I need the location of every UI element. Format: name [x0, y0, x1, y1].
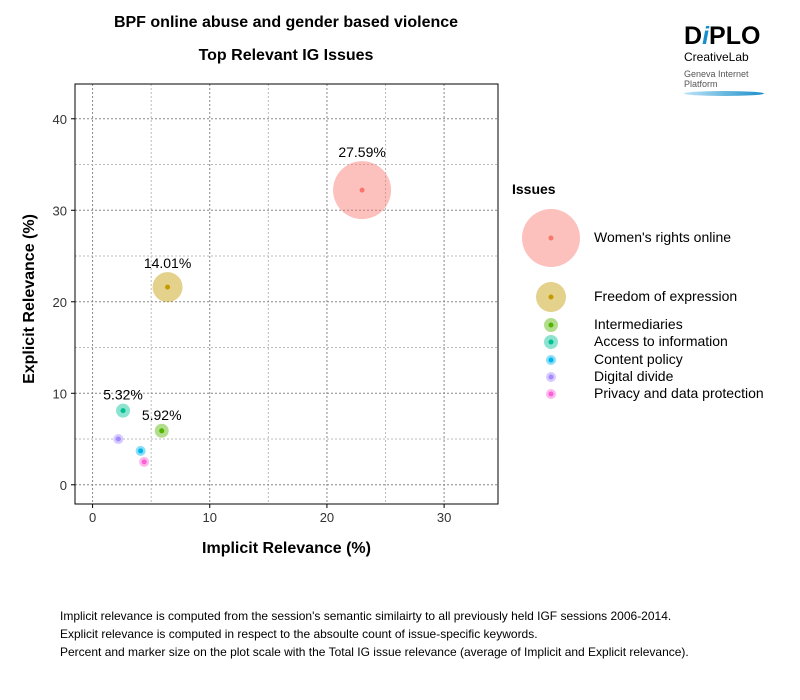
legend-key-center-1 [548, 294, 554, 300]
bubble-center-3 [120, 408, 126, 414]
legend-item: Freedom of expression [594, 288, 738, 304]
logo-brand: DiPLO [684, 22, 761, 50]
diplo-logo: DiPLO CreativeLab Geneva Internet Platfo… [684, 24, 768, 96]
legend-key-center-0 [548, 235, 554, 241]
legend-item: Content policy [594, 351, 683, 367]
x-tick-label: 0 [89, 510, 96, 525]
y-tick-label: 10 [53, 386, 67, 401]
note-implicit: Implicit relevance is computed from the … [60, 609, 672, 623]
logo-swoosh [684, 91, 764, 96]
bubble-center-4 [138, 448, 144, 454]
data-label: 14.01% [144, 255, 191, 271]
data-label: 27.59% [338, 144, 385, 160]
chart-subtitle: Top Relevant IG Issues [198, 47, 374, 64]
y-axis-label: Explicit Relevance (%) [21, 214, 38, 384]
x-tick-label: 20 [320, 510, 334, 525]
x-tick-label: 10 [203, 510, 217, 525]
legend-key-center-4 [548, 357, 554, 363]
data-label: 5.32% [103, 387, 143, 403]
note-explicit: Explicit relevance is computed in respec… [60, 627, 538, 641]
y-tick-label: 40 [53, 112, 67, 127]
bubble-center-2 [159, 428, 165, 434]
legend-item: Digital divide [594, 368, 674, 384]
legend-item: Women's rights online [594, 229, 732, 245]
logo-sub: CreativeLab [684, 50, 749, 64]
legend-key-center-5 [548, 374, 554, 380]
bubble-center-5 [115, 436, 121, 442]
legend-item: Access to information [594, 333, 728, 349]
legend-item: Privacy and data protection [594, 385, 764, 401]
y-tick-label: 0 [60, 478, 67, 493]
legend-key-center-6 [548, 391, 554, 397]
data-label: 5.92% [142, 407, 182, 423]
x-axis-label: Implicit Relevance (%) [202, 540, 371, 557]
note-marker-size: Percent and marker size on the plot scal… [60, 645, 689, 659]
bubble-center-1 [165, 284, 171, 290]
logo-platform: Geneva Internet Platform [684, 69, 749, 89]
plot-background [75, 84, 498, 504]
y-tick-label: 30 [53, 203, 67, 218]
legend-key-center-2 [548, 322, 554, 328]
legend-key-center-3 [548, 339, 554, 345]
plot-border [74, 83, 499, 505]
legend-item: Intermediaries [594, 316, 683, 332]
legend-title: Issues [512, 181, 556, 197]
bubble-center-0 [359, 187, 365, 193]
chart-title: BPF online abuse and gender based violen… [113, 14, 459, 31]
bubble-center-6 [141, 459, 147, 465]
x-tick-label: 30 [437, 510, 451, 525]
y-tick-label: 20 [53, 295, 67, 310]
